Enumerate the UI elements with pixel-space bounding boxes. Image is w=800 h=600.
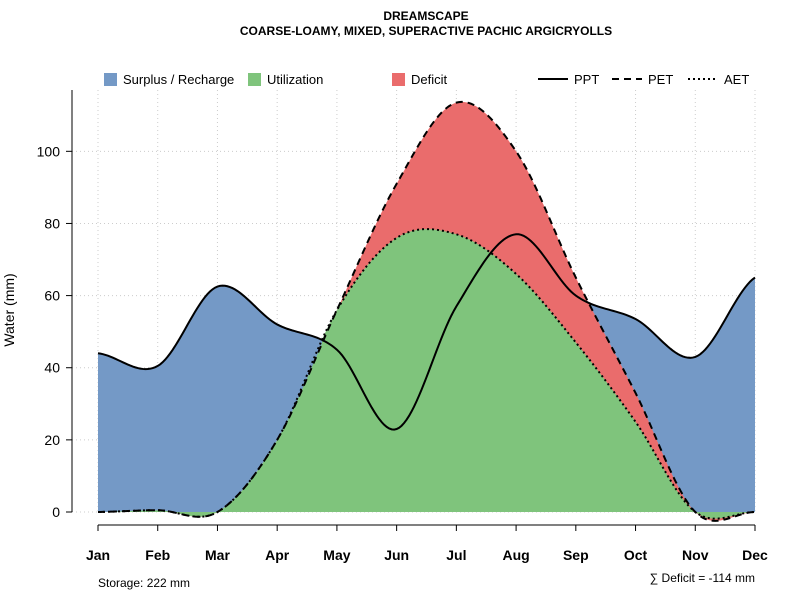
chart-title: DREAMSCAPE [383, 9, 468, 23]
x-tick-label-apr: Apr [265, 547, 290, 563]
surplus-area-spring [98, 285, 322, 512]
legend-swatch-2 [392, 73, 405, 86]
x-tick-label-jul: Jul [446, 547, 466, 563]
y-tick-label: 100 [37, 143, 61, 159]
y-tick-label: 60 [44, 288, 60, 304]
storage-footnote: Storage: 222 mm [98, 576, 190, 590]
y-tick-label: 40 [44, 360, 60, 376]
x-tick-label-mar: Mar [205, 547, 230, 563]
x-tick-label-aug: Aug [502, 547, 529, 563]
legend-label-pet: PET [648, 72, 673, 87]
legend-label-2: Deficit [411, 72, 448, 87]
x-tick-label-sep: Sep [563, 547, 589, 563]
x-tick-label-may: May [323, 547, 350, 563]
chart-subtitle: COARSE-LOAMY, MIXED, SUPERACTIVE PACHIC … [240, 24, 612, 38]
legend-swatch-1 [248, 73, 261, 86]
deficit-footnote: ∑ Deficit = -114 mm [650, 571, 755, 585]
line-aet [97, 228, 756, 520]
axes: 0 20 40 60 80 100 Jan Feb Mar Apr May Jun Jul Aug Sep O… [37, 90, 768, 563]
legend-label-1: Utilization [267, 72, 323, 87]
area-fills [98, 101, 755, 521]
legend-swatch-0 [104, 73, 117, 86]
surplus-area-autumn [605, 277, 755, 512]
x-tick-label-oct: Oct [624, 547, 648, 563]
x-tick-label-dec: Dec [742, 547, 768, 563]
y-tick-label: 20 [44, 432, 60, 448]
legend-label-0: Surplus / Recharge [123, 72, 234, 87]
line-ppt [97, 233, 756, 431]
x-tick-label-jan: Jan [86, 547, 110, 563]
utilization-area [98, 229, 755, 519]
series-lines [97, 100, 756, 522]
y-tick-label: 0 [52, 504, 60, 520]
legend: Surplus / Recharge Utilization Deficit PPT P… [104, 72, 749, 87]
x-tick-label-nov: Nov [682, 547, 709, 563]
legend-label-ppt: PPT [574, 72, 599, 87]
x-tick-label-jun: Jun [384, 547, 409, 563]
x-tick-label-feb: Feb [145, 547, 170, 563]
y-axis-label: Water (mm) [1, 273, 17, 346]
legend-label-aet: AET [724, 72, 749, 87]
y-tick-label: 80 [44, 215, 60, 231]
